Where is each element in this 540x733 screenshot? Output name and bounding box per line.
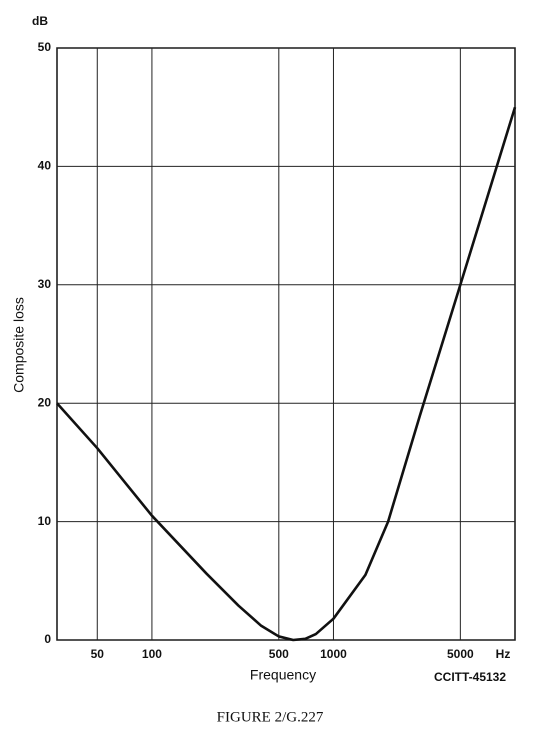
y-tick-label: 10 bbox=[38, 514, 52, 528]
x-tick-label: 50 bbox=[91, 647, 105, 661]
plot-frame bbox=[56, 47, 516, 641]
y-tick-label: 40 bbox=[38, 159, 52, 173]
y-tick-label: 30 bbox=[38, 277, 52, 291]
data-line bbox=[56, 106, 517, 642]
y-unit: dB bbox=[32, 14, 48, 28]
x-tick-label: 100 bbox=[142, 647, 162, 661]
y-tick-label: 0 bbox=[44, 632, 51, 646]
x-unit: Hz bbox=[496, 647, 511, 661]
x-tick-label: 500 bbox=[269, 647, 289, 661]
y-tick-label: 20 bbox=[38, 395, 52, 409]
x-tick-label: 5000 bbox=[447, 647, 474, 661]
x-tick-label: 1000 bbox=[320, 647, 347, 661]
figure-caption: FIGURE 2/G.227 bbox=[217, 709, 324, 725]
y-axis-title: Composite loss bbox=[11, 297, 27, 393]
x-axis-title: Frequency bbox=[250, 667, 316, 683]
y-tick-label: 50 bbox=[38, 40, 52, 54]
reference-code: CCITT-45132 bbox=[434, 670, 506, 684]
